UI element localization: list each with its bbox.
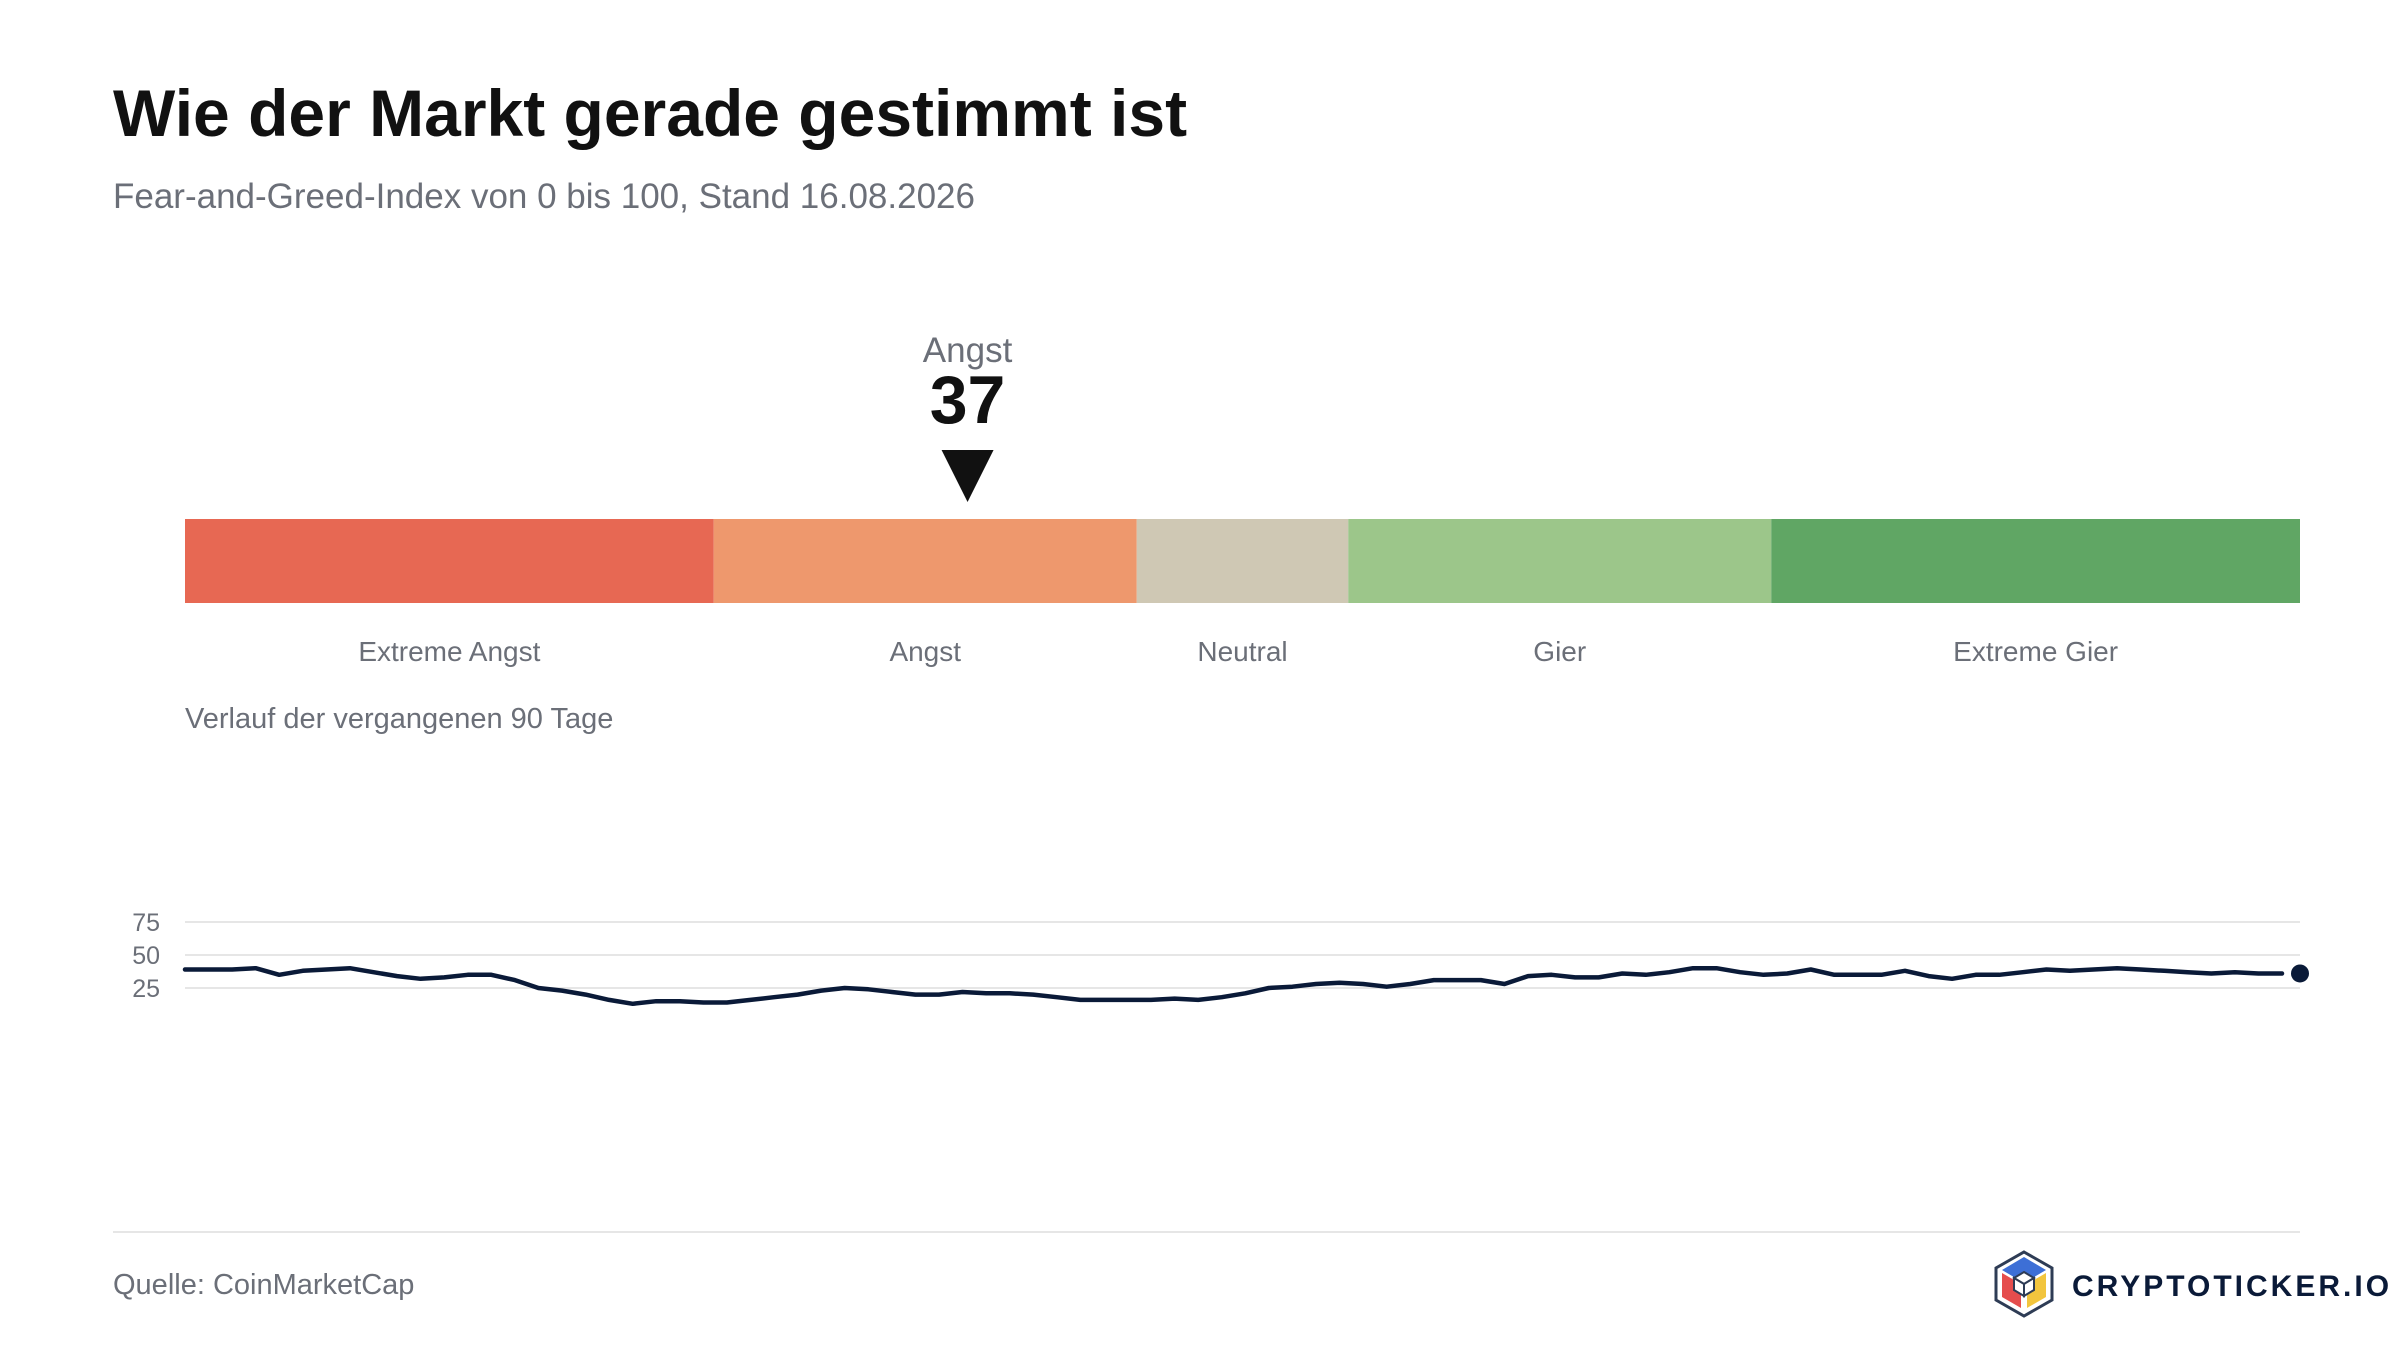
gauge-segment <box>1136 519 1349 603</box>
gauge-segment-label: Gier <box>1533 636 1586 667</box>
gauge-segment-label: Neutral <box>1197 636 1287 667</box>
cube-logo-icon <box>1994 1250 2054 1318</box>
gauge-segment <box>1771 519 2300 603</box>
y-tick-label: 25 <box>132 975 160 1003</box>
y-tick-label: 50 <box>132 942 160 970</box>
series-end-point <box>2291 964 2309 983</box>
gauge-segment-label: Angst <box>889 636 961 667</box>
y-tick-label: 75 <box>132 909 160 937</box>
gauge-segment <box>713 519 1137 603</box>
brand-name: CRYPTOTICKER.IO <box>2072 1270 2392 1303</box>
gauge-value: 37 <box>930 362 1006 438</box>
source-note: Quelle: CoinMarketCap <box>113 1269 414 1301</box>
gauge-segment-label: Extreme Gier <box>1953 636 2118 667</box>
gauge-segment-label: Extreme Angst <box>358 636 540 667</box>
gauge-pointer <box>941 450 994 502</box>
gauge: Angst 37 Extreme Angst Angst Neutral Gier Ex… <box>185 331 2300 667</box>
page-subtitle: Fear-and-Greed-Index von 0 bis 100, Stan… <box>113 177 975 216</box>
gauge-segment <box>185 519 714 603</box>
gauge-value-label: Angst <box>923 331 1013 370</box>
gauge-segment <box>1348 519 1772 603</box>
series-line <box>182 965 2285 1007</box>
history-title: Verlauf der vergangenen 90 Tage <box>185 703 613 735</box>
page-title: Wie der Markt gerade gestimmt ist <box>113 76 1187 150</box>
history-line-chart: 25 50 75 <box>132 909 2309 1007</box>
